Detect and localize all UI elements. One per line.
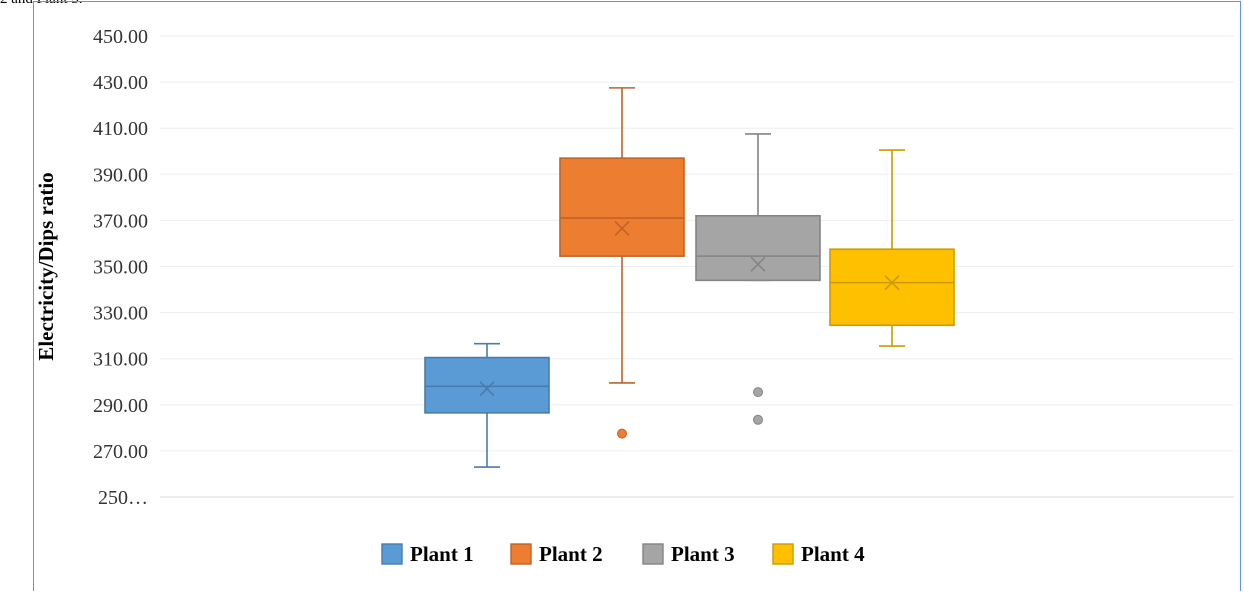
legend-label: Plant 3: [671, 542, 735, 566]
legend-swatch: [381, 543, 403, 565]
mean-marker: [614, 220, 630, 237]
iqr-box: [424, 356, 550, 414]
y-tick-label: 410.00: [93, 118, 148, 140]
legend: Plant 1 Plant 2 Plant 3 Plant 4: [381, 542, 865, 566]
y-tick-label: 330.00: [93, 303, 148, 325]
legend-label: Plant 2: [539, 542, 603, 566]
iqr-box: [829, 248, 955, 327]
gridlines: [160, 35, 1234, 498]
y-tick-label: 310.00: [93, 349, 148, 371]
outlier-point: [617, 428, 627, 439]
y-tick-label: 270.00: [93, 441, 148, 463]
box-1: [424, 342, 550, 468]
legend-swatch: [772, 543, 794, 565]
legend-swatch: [510, 543, 532, 565]
iqr-box: [695, 214, 821, 282]
legend-item-2: Plant 2: [510, 542, 603, 566]
y-axis-title: Electricity/Dips ratio: [34, 172, 58, 360]
legend-item-3: Plant 3: [642, 542, 735, 566]
box-4: [829, 149, 955, 347]
y-tick-label: 250…: [98, 487, 148, 509]
box-2: [559, 87, 685, 439]
mean-marker: [750, 256, 766, 272]
y-axis-ticks: 250… 270.00 290.00 310.00 330.00 350.00 370.00…: [93, 26, 148, 509]
y-tick-label: 390.00: [93, 164, 148, 186]
legend-item-4: Plant 4: [772, 542, 865, 566]
legend-label: Plant 4: [801, 542, 865, 566]
legend-swatch: [642, 543, 664, 565]
iqr-box: [559, 157, 685, 257]
mean-marker: [884, 275, 900, 291]
chart-frame: 250… 270.00 290.00 310.00 330.00 350.00 370.00…: [33, 1, 1241, 591]
y-tick-label: 450.00: [93, 26, 148, 48]
boxes: [424, 87, 955, 468]
y-tick-label: 370.00: [93, 210, 148, 232]
box-plot-chart: 250… 270.00 290.00 310.00 330.00 350.00 370.00…: [34, 26, 1234, 566]
caption-text: 2 and Plant 3.: [0, 0, 83, 8]
outlier-point: [753, 414, 763, 425]
box-3: [695, 133, 821, 425]
legend-label: Plant 1: [410, 542, 474, 566]
outlier-point: [753, 387, 763, 398]
mean-marker: [479, 381, 495, 397]
legend-item-1: Plant 1: [381, 542, 474, 566]
y-tick-label: 290.00: [93, 395, 148, 417]
y-tick-label: 350.00: [93, 257, 148, 279]
y-tick-label: 430.00: [93, 72, 148, 94]
